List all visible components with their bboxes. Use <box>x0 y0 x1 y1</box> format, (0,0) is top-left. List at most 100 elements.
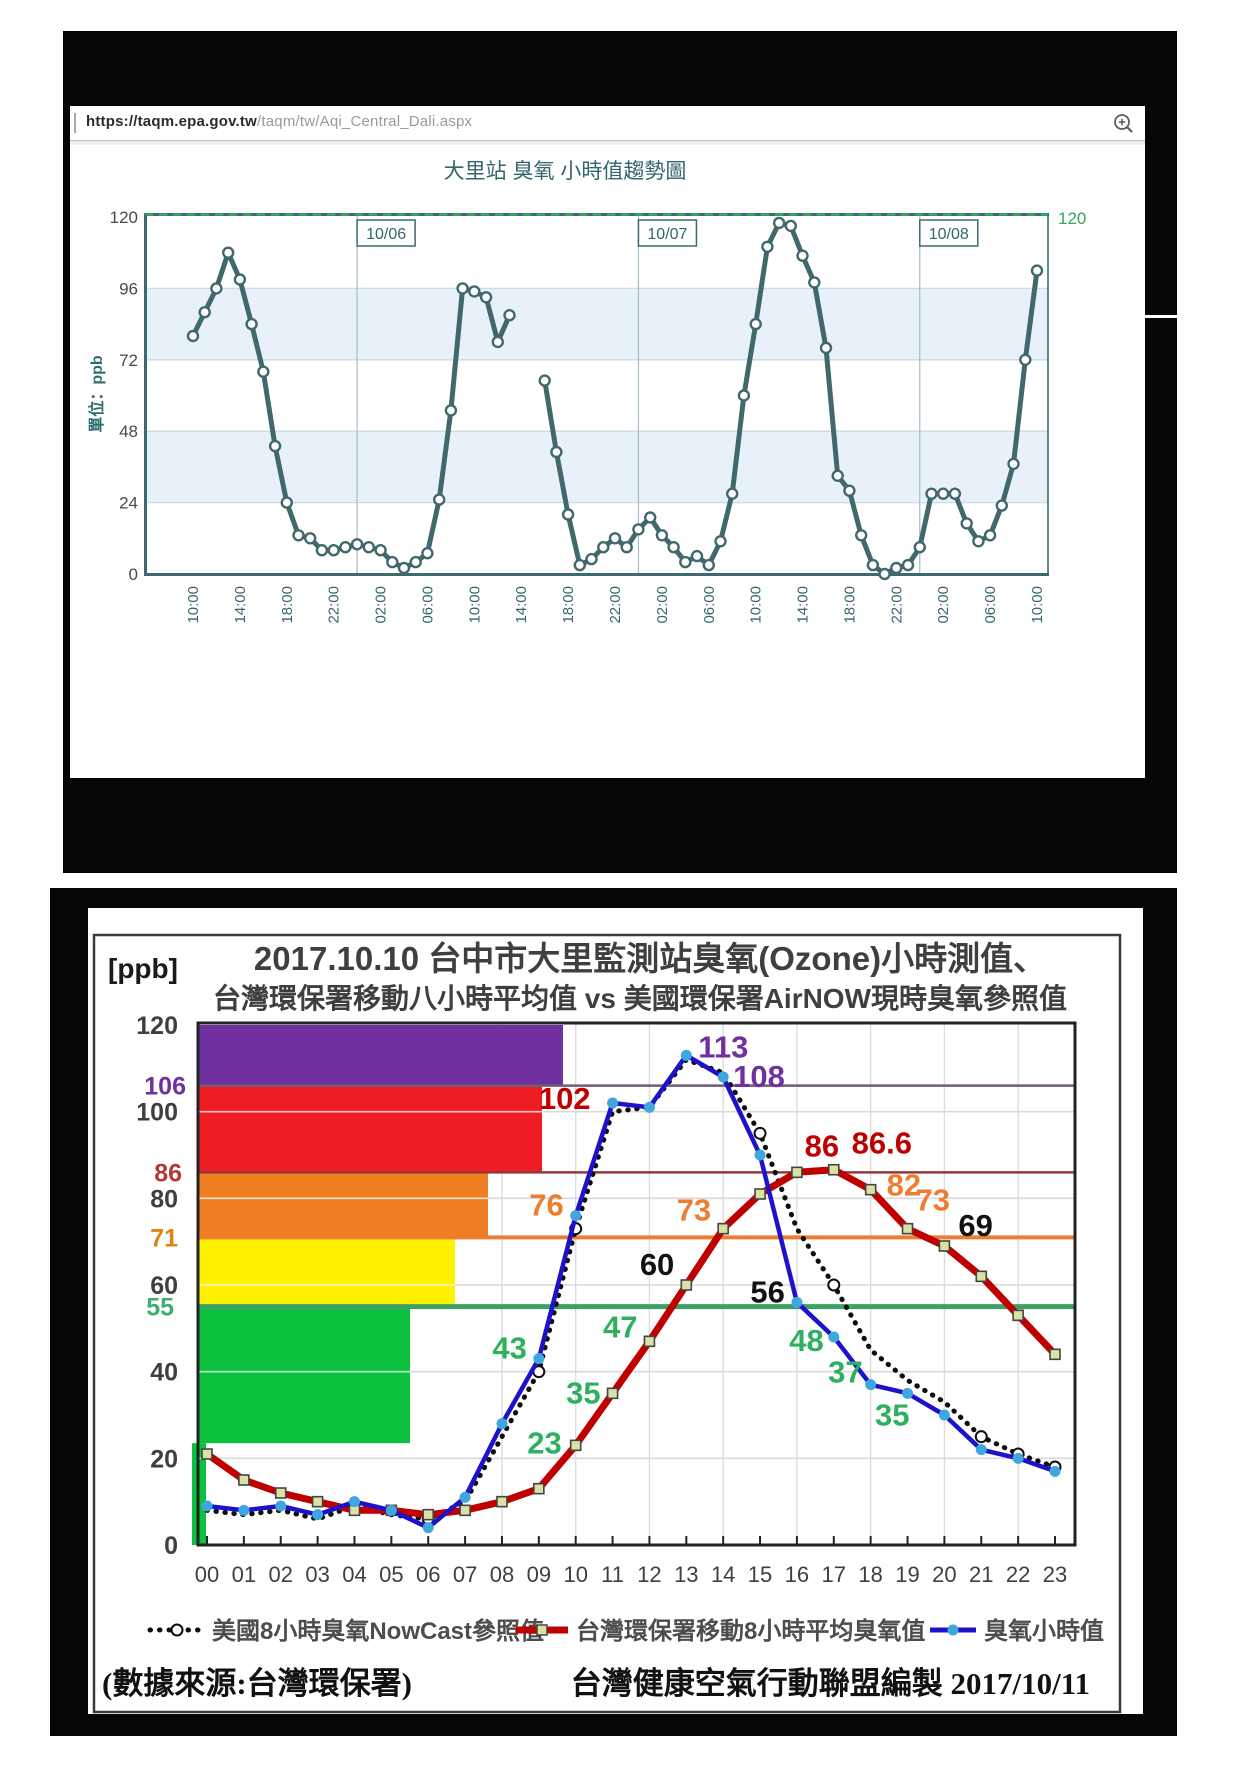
ozone-hourly-series <box>190 220 1040 577</box>
url-path: /taqm/tw/Aqi_Central_Dali.aspx <box>257 113 473 130</box>
panel-border <box>92 933 1122 1714</box>
svg-text:03: 03 <box>305 1562 329 1587</box>
svg-text:24: 24 <box>119 494 138 513</box>
svg-text:10:00: 10:00 <box>185 586 202 624</box>
svg-text:113: 113 <box>698 1029 748 1064</box>
svg-text:55: 55 <box>146 1294 174 1322</box>
ozone-hourly-series <box>201 1049 1061 1534</box>
svg-text:72: 72 <box>119 351 138 370</box>
svg-text:18:00: 18:00 <box>279 586 296 624</box>
ozone-comparison-panel: 2017.10.10 台中市大里監測站臭氧(Ozone)小時測值、台灣環保署移動… <box>88 908 1143 1714</box>
svg-text:82: 82 <box>887 1168 921 1203</box>
svg-text:06:00: 06:00 <box>982 586 999 624</box>
legend: 美國8小時臭氧NowCast參照值 台灣環保署移動8小時平均臭氧值 臭氧小時值 <box>147 1617 1104 1645</box>
right-axis-120-label: 120 <box>1058 209 1086 228</box>
chart2-title: 2017.10.10 台中市大里監測站臭氧(Ozone)小時測值、 <box>254 940 1046 977</box>
svg-text:02: 02 <box>268 1562 292 1587</box>
svg-text:86: 86 <box>805 1128 839 1163</box>
svg-text:22: 22 <box>1006 1562 1030 1587</box>
aqi-bands <box>192 1025 563 1545</box>
svg-text:35: 35 <box>875 1397 909 1432</box>
svg-text:00: 00 <box>195 1562 219 1587</box>
svg-text:04: 04 <box>342 1562 366 1587</box>
svg-text:120: 120 <box>136 1012 178 1040</box>
svg-text:18: 18 <box>858 1562 882 1587</box>
svg-text:12: 12 <box>637 1562 661 1587</box>
ozone-hourly-markers <box>186 216 1044 581</box>
svg-text:10/08: 10/08 <box>929 226 969 243</box>
plot-frame <box>196 1021 1077 1547</box>
top-screenshot-black-frame: https://taqm.epa.gov.tw/taqm/tw/Aqi_Cent… <box>63 31 1177 873</box>
svg-text:02:00: 02:00 <box>935 586 952 624</box>
svg-text:43: 43 <box>492 1331 526 1366</box>
svg-text:20: 20 <box>150 1445 178 1473</box>
svg-text:02:00: 02:00 <box>373 586 390 624</box>
svg-text:86: 86 <box>154 1159 182 1187</box>
screenshot-stitch-line <box>1140 315 1241 318</box>
svg-text:10:00: 10:00 <box>466 586 483 624</box>
svg-text:48: 48 <box>119 422 138 441</box>
zoom-in-icon[interactable] <box>1112 112 1136 136</box>
browser-address-bar[interactable]: https://taqm.epa.gov.tw/taqm/tw/Aqi_Cent… <box>70 106 1145 139</box>
ozone-trend-chart: 10/06 10/07 10/08 0 24 48 72 96 120 120 單位：ppb 大里站 … <box>87 160 1086 624</box>
svg-text:臭氧小時值: 臭氧小時值 <box>984 1617 1104 1645</box>
chart2-subtitle: 台灣環保署移動八小時平均值 vs 美國環保署AirNOW現時臭氧參照值 <box>213 982 1067 1014</box>
plot-background <box>145 288 1048 503</box>
svg-text:20: 20 <box>932 1562 956 1587</box>
svg-text:0: 0 <box>129 565 138 584</box>
svg-text:96: 96 <box>119 279 138 298</box>
chart1-title: 大里站 臭氧 小時值趨勢圖 <box>444 160 687 183</box>
svg-text:10:00: 10:00 <box>1029 586 1046 624</box>
y-axis-title: 單位：ppb <box>87 355 106 433</box>
y-axis-labels: 0 20 40 60 80 100 120 <box>136 1012 178 1560</box>
url-input[interactable]: https://taqm.epa.gov.tw/taqm/tw/Aqi_Cent… <box>86 113 472 130</box>
svg-text:35: 35 <box>566 1375 600 1410</box>
url-domain: https://taqm.epa.gov.tw <box>86 113 257 130</box>
svg-text:10/06: 10/06 <box>366 226 406 243</box>
svg-text:48: 48 <box>789 1323 823 1358</box>
epa-8hr-average-series <box>201 1163 1061 1521</box>
svg-text:73: 73 <box>916 1183 950 1218</box>
svg-text:37: 37 <box>828 1355 862 1390</box>
svg-text:19: 19 <box>895 1562 919 1587</box>
svg-text:美國8小時臭氧NowCast參照值: 美國8小時臭氧NowCast參照值 <box>212 1617 544 1645</box>
svg-text:76: 76 <box>529 1188 563 1223</box>
date-box <box>637 219 698 247</box>
svg-text:11: 11 <box>601 1562 624 1587</box>
y-axis-labels: 0 24 48 72 96 120 <box>110 208 138 584</box>
date-box <box>356 219 416 247</box>
svg-text:60: 60 <box>150 1272 178 1300</box>
x-axis-labels: 00 01 02 03 04 05 06 07 08 09 10 11 12 13 14 15 16 17 18 19… <box>195 1562 1067 1587</box>
date-markers: 10/06 10/07 10/08 <box>356 215 979 574</box>
svg-text:47: 47 <box>603 1309 637 1344</box>
svg-text:16: 16 <box>785 1562 809 1587</box>
svg-text:18:00: 18:00 <box>560 586 577 624</box>
address-bar-divider <box>70 140 1145 141</box>
svg-text:80: 80 <box>150 1185 178 1213</box>
svg-text:60: 60 <box>640 1247 674 1282</box>
svg-text:台灣環保署移動8小時平均臭氧值: 台灣環保署移動8小時平均臭氧值 <box>576 1617 925 1645</box>
svg-text:106: 106 <box>144 1073 186 1101</box>
svg-text:40: 40 <box>150 1359 178 1387</box>
svg-text:06:00: 06:00 <box>701 586 718 624</box>
svg-text:10:00: 10:00 <box>748 586 765 624</box>
svg-text:100: 100 <box>136 1099 178 1127</box>
svg-text:14:00: 14:00 <box>232 586 249 624</box>
svg-text:10/07: 10/07 <box>647 226 687 243</box>
svg-text:05: 05 <box>379 1562 403 1587</box>
svg-text:14:00: 14:00 <box>795 586 812 624</box>
bottom-image-black-frame: 2017.10.10 台中市大里監測站臭氧(Ozone)小時測值、台灣環保署移動… <box>50 888 1177 1736</box>
svg-text:22:00: 22:00 <box>607 586 624 624</box>
svg-text:102: 102 <box>539 1081 591 1116</box>
credit-note: 台灣健康空氣行動聯盟編製 2017/10/11 <box>571 1666 1090 1701</box>
horizontal-gridlines <box>145 287 1048 504</box>
svg-text:14:00: 14:00 <box>513 586 530 624</box>
svg-text:18:00: 18:00 <box>841 586 858 624</box>
url-cursor <box>74 113 76 133</box>
svg-text:21: 21 <box>969 1562 993 1587</box>
svg-text:0: 0 <box>164 1532 178 1560</box>
browser-page: https://taqm.epa.gov.tw/taqm/tw/Aqi_Cent… <box>70 106 1145 778</box>
ozone-comparison-chart: 2017.10.10 台中市大里監測站臭氧(Ozone)小時測值、台灣環保署移動… <box>92 933 1122 1714</box>
threshold-value-labels: 106 86 71 55 <box>144 1073 186 1322</box>
